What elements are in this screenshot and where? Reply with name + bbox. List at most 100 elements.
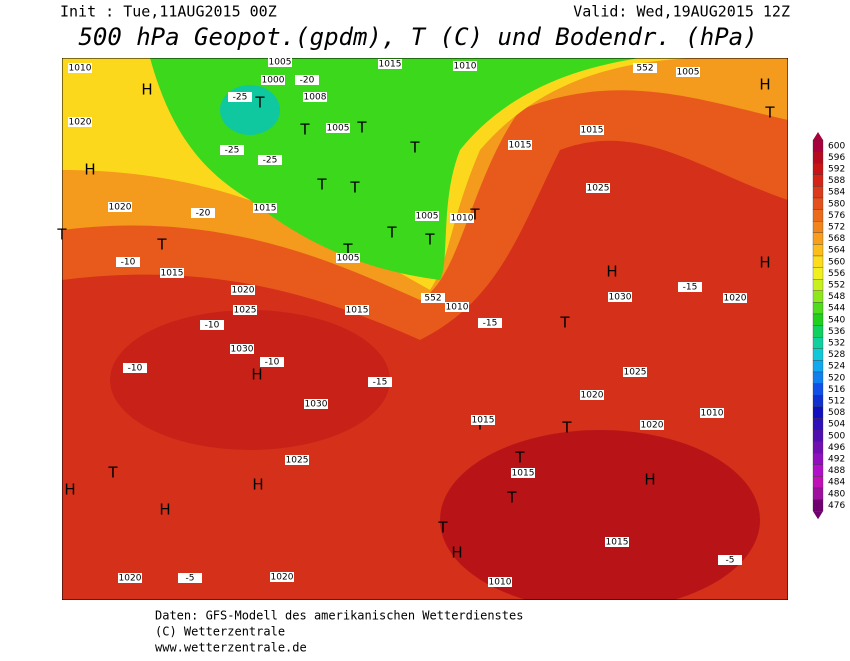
pressure-center: T xyxy=(356,119,367,137)
label-box xyxy=(633,63,657,73)
label-box xyxy=(233,305,257,315)
title: 500 hPa Geopot.(gpdm), T (C) und Bodendr… xyxy=(78,23,757,51)
label-box xyxy=(421,293,445,303)
colorbar-label: 528 xyxy=(828,350,845,360)
colorbar-tip xyxy=(813,132,823,140)
colorbar-label: 504 xyxy=(828,420,845,430)
pressure-center: T xyxy=(254,94,265,112)
pressure-center: T xyxy=(561,419,572,437)
label-box xyxy=(268,57,292,67)
contour-label: 1005 xyxy=(337,254,360,264)
contour-label: 1015 xyxy=(606,538,629,548)
label-box xyxy=(586,183,610,193)
label-box xyxy=(700,408,724,418)
contour-label: -20 xyxy=(300,76,315,86)
colorbar-label: 564 xyxy=(828,246,845,256)
pressure-center: H xyxy=(159,501,170,519)
pressure-center: H xyxy=(252,476,263,494)
colorbar-label: 492 xyxy=(828,455,845,465)
pressure-center: T xyxy=(386,224,397,242)
contour-label: -15 xyxy=(483,319,498,329)
label-box xyxy=(270,572,294,582)
colorbar-swatch xyxy=(812,406,824,419)
contour-label: 1010 xyxy=(489,578,512,588)
colorbar-label: 524 xyxy=(828,362,845,372)
label-box xyxy=(303,92,327,102)
colorbar-swatch xyxy=(812,267,824,280)
colorbar-swatch xyxy=(812,476,824,489)
colorbar-swatch xyxy=(812,487,824,500)
colorbar-label: 480 xyxy=(828,489,845,499)
label-box xyxy=(160,268,184,278)
contour-label: 1020 xyxy=(232,286,255,296)
pressure-center: T xyxy=(409,139,420,157)
colorbar-label: 580 xyxy=(828,199,845,209)
footer-line: (C) Wetterzentrale xyxy=(155,625,285,639)
colorbar-label: 540 xyxy=(828,315,845,325)
colorbar-label: 572 xyxy=(828,223,845,233)
pressure-center: T xyxy=(559,314,570,332)
label-box xyxy=(200,320,224,330)
contour-label: -15 xyxy=(683,283,698,293)
colorbar-label: 496 xyxy=(828,443,845,453)
label-box xyxy=(326,123,350,133)
colorbar-swatch xyxy=(812,371,824,384)
label-box xyxy=(345,305,369,315)
pressure-center: H xyxy=(606,263,617,281)
label-box xyxy=(228,92,252,102)
colorbar-label: 484 xyxy=(828,478,845,488)
label-box xyxy=(378,59,402,69)
pressure-center: T xyxy=(107,464,118,482)
label-box xyxy=(230,344,254,354)
colorbar-label: 548 xyxy=(828,292,845,302)
contour-label: 1008 xyxy=(304,93,327,103)
contour-label: 1015 xyxy=(581,126,604,136)
contour-label: -15 xyxy=(373,378,388,388)
colorbar-swatch xyxy=(812,232,824,245)
contour-label: 1025 xyxy=(624,368,647,378)
map xyxy=(62,58,788,600)
colorbar-label: 476 xyxy=(828,501,845,511)
contour-label: 1015 xyxy=(346,306,369,316)
label-box xyxy=(118,573,142,583)
colorbar-swatch xyxy=(812,429,824,442)
label-box xyxy=(68,117,92,127)
label-box xyxy=(511,468,535,478)
label-box xyxy=(260,357,284,367)
contour-label: 1020 xyxy=(271,573,294,583)
label-box xyxy=(488,577,512,587)
contour-label: 1005 xyxy=(327,124,350,134)
pressure-center: H xyxy=(141,81,152,99)
pressure-center: T xyxy=(424,231,435,249)
contour-label: 1030 xyxy=(305,400,328,410)
contour-label: 1020 xyxy=(109,203,132,213)
contour-label: 1020 xyxy=(641,421,664,431)
label-box xyxy=(304,399,328,409)
label-box xyxy=(123,363,147,373)
colorbar-swatch xyxy=(812,499,824,512)
contour-label: 1020 xyxy=(119,574,142,584)
contour-label: 1015 xyxy=(161,269,184,279)
label-box xyxy=(605,537,629,547)
colorbar-swatch xyxy=(812,151,824,164)
label-box xyxy=(623,367,647,377)
contour-label: 1005 xyxy=(677,68,700,78)
colorbar-label: 560 xyxy=(828,257,845,267)
contour-label: 1020 xyxy=(724,294,747,304)
colorbar-label: 544 xyxy=(828,304,845,314)
colorbar-swatch xyxy=(812,174,824,187)
colorbar-label: 584 xyxy=(828,188,845,198)
colorbar-label: 588 xyxy=(828,176,845,186)
pressure-center: T xyxy=(299,121,310,139)
colorbar-swatch xyxy=(812,325,824,338)
label-box xyxy=(445,302,469,312)
colorbar-swatch xyxy=(812,139,824,152)
colorbar-label: 520 xyxy=(828,373,845,383)
colorbar-label: 512 xyxy=(828,397,845,407)
contour-label: 1000 xyxy=(262,76,285,86)
contour-label: 552 xyxy=(636,64,653,74)
colorbar-swatch xyxy=(812,255,824,268)
colorbar-swatch xyxy=(812,441,824,454)
footer-line: Daten: GFS-Modell des amerikanischen Wet… xyxy=(155,609,523,623)
